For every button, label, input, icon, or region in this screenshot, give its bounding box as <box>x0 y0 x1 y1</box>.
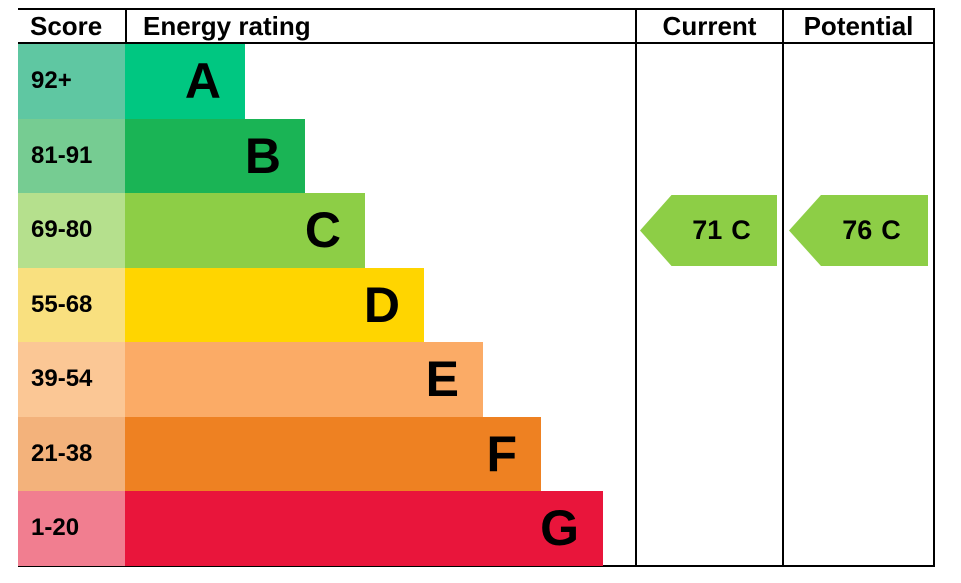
band-bar: F <box>125 416 541 491</box>
score-column-header: Score <box>30 11 103 41</box>
potential-rating-letter: C <box>881 215 901 245</box>
current-column-divider <box>635 8 637 567</box>
potential-column-header: Potential <box>803 11 914 41</box>
current-column-header: Current <box>662 11 757 41</box>
band-row-g: 1-20 G <box>18 491 935 566</box>
band-score-cell: 1-20 <box>18 491 125 566</box>
band-letter: C <box>304 202 341 259</box>
band-letter: E <box>425 351 459 408</box>
band-score-label: 39-54 <box>31 365 93 393</box>
header-divider-line <box>18 42 935 44</box>
top-border-line <box>18 8 935 10</box>
potential-rating-value: 76 <box>842 215 873 245</box>
band-letter: B <box>244 127 281 184</box>
band-letter: F <box>486 425 517 482</box>
current-rating-letter: C <box>731 215 751 245</box>
band-letter: A <box>184 53 221 110</box>
current-rating-arrow: 71 C <box>640 195 777 266</box>
band-score-cell: 21-38 <box>18 416 125 491</box>
bottom-border-line <box>18 565 935 567</box>
band-row-c: 69-80 C <box>18 193 935 268</box>
energy-rating-column-header: Energy rating <box>143 11 311 41</box>
band-bar: B <box>125 118 305 193</box>
right-border-line <box>933 8 935 567</box>
band-bar: D <box>125 267 424 342</box>
band-bar: A <box>125 44 245 119</box>
band-letter: D <box>363 276 400 333</box>
band-bar: E <box>125 342 483 417</box>
band-score-label: 69-80 <box>31 216 93 244</box>
rating-bands: 92+ A 81-91 B 69-80 C 55-68 <box>18 44 935 566</box>
score-column-divider <box>125 8 127 44</box>
band-score-cell: 81-91 <box>18 118 125 193</box>
band-score-label: 92+ <box>31 67 72 95</box>
potential-rating-arrow: 76 C <box>789 195 928 266</box>
band-row-f: 21-38 F <box>18 416 935 491</box>
potential-column-divider <box>782 8 784 567</box>
band-row-a: 92+ A <box>18 44 935 119</box>
band-score-label: 1-20 <box>31 514 80 542</box>
current-rating-value: 71 <box>692 215 723 245</box>
band-row-d: 55-68 D <box>18 267 935 342</box>
band-score-label: 55-68 <box>31 290 93 318</box>
band-letter: G <box>540 500 579 557</box>
band-bar: G <box>125 491 603 566</box>
band-score-cell: 39-54 <box>18 342 125 417</box>
band-score-cell: 92+ <box>18 44 125 119</box>
band-row-e: 39-54 E <box>18 342 935 417</box>
band-score-label: 81-91 <box>31 141 93 169</box>
band-score-cell: 69-80 <box>18 193 125 268</box>
band-score-label: 21-38 <box>31 439 93 467</box>
band-row-b: 81-91 B <box>18 118 935 193</box>
band-bar: C <box>125 193 365 268</box>
band-score-cell: 55-68 <box>18 267 125 342</box>
